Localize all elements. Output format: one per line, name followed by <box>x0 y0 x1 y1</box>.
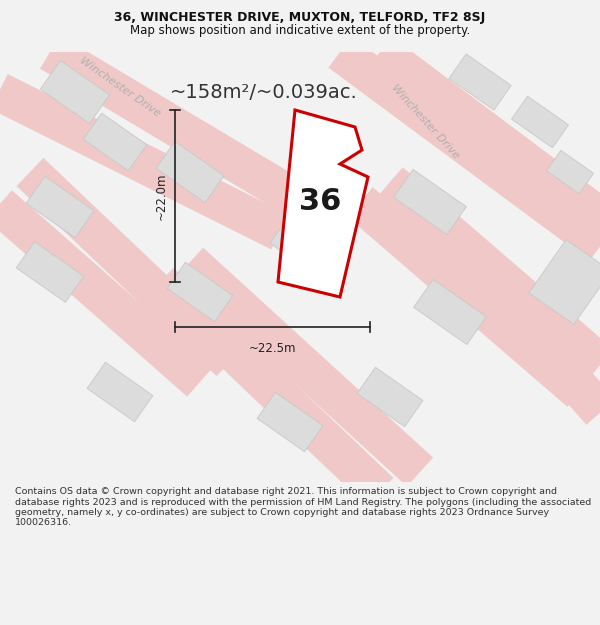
Text: 36: 36 <box>299 188 341 216</box>
Text: ~158m²/~0.039ac.: ~158m²/~0.039ac. <box>170 82 358 101</box>
Polygon shape <box>449 54 511 110</box>
Polygon shape <box>394 169 466 234</box>
Text: Winchester Drive: Winchester Drive <box>390 83 462 161</box>
Polygon shape <box>83 113 147 171</box>
Text: Map shows position and indicative extent of the property.: Map shows position and indicative extent… <box>130 24 470 38</box>
Polygon shape <box>16 242 84 302</box>
Polygon shape <box>87 362 153 422</box>
Polygon shape <box>156 141 224 202</box>
Text: 36, WINCHESTER DRIVE, MUXTON, TELFORD, TF2 8SJ: 36, WINCHESTER DRIVE, MUXTON, TELFORD, T… <box>115 11 485 24</box>
Polygon shape <box>167 262 233 322</box>
Polygon shape <box>278 110 368 297</box>
Polygon shape <box>357 368 423 427</box>
Text: Contains OS data © Crown copyright and database right 2021. This information is : Contains OS data © Crown copyright and d… <box>15 488 591 528</box>
Text: ~22.0m: ~22.0m <box>155 173 167 220</box>
Text: ~22.5m: ~22.5m <box>249 342 296 356</box>
Polygon shape <box>547 150 593 194</box>
Polygon shape <box>40 61 110 124</box>
Text: Winchester Drive: Winchester Drive <box>78 56 163 119</box>
Polygon shape <box>511 96 569 148</box>
Polygon shape <box>26 176 94 238</box>
Polygon shape <box>529 239 600 324</box>
Polygon shape <box>270 215 340 279</box>
Polygon shape <box>257 392 323 452</box>
Polygon shape <box>413 279 487 344</box>
